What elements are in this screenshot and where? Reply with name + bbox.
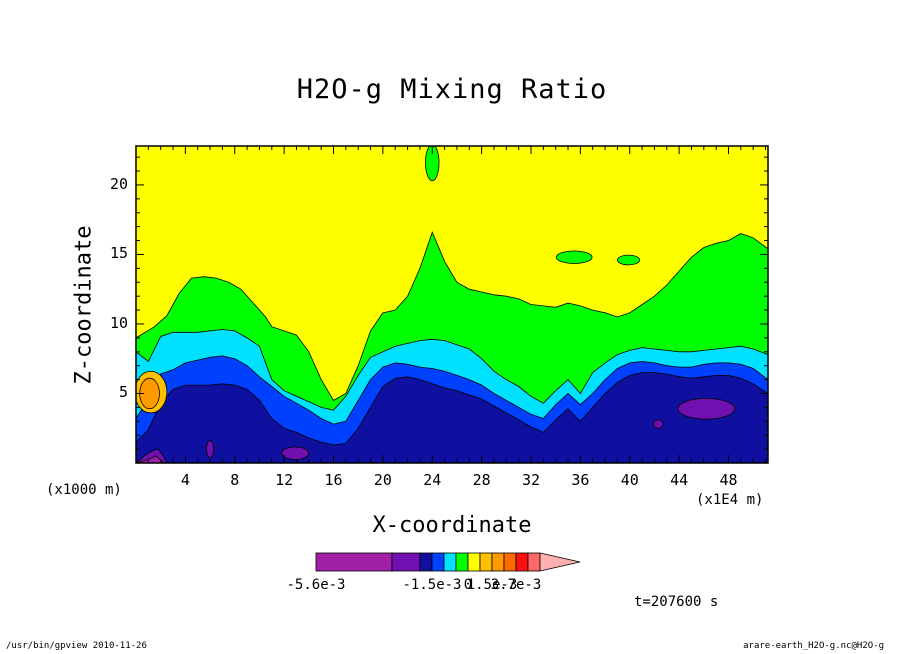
colorbar-swatch <box>479 552 493 572</box>
x-tick-label: 48 <box>719 471 738 489</box>
purple-patch-14 <box>281 446 310 460</box>
purple-dot-east <box>652 419 664 429</box>
green-blob-40 <box>617 254 641 266</box>
colorbar-swatch <box>467 552 481 572</box>
footer-program: /usr/bin/gpview 2010-11-26 <box>6 641 147 651</box>
y-tick-label: 5 <box>118 383 128 402</box>
plot-frame <box>135 145 769 464</box>
x-scale-label: (x1E4 m) <box>696 492 764 508</box>
x-tick-label: 8 <box>230 471 240 489</box>
upper-green-patch <box>425 146 440 182</box>
time-label: t=207600 s <box>634 594 719 610</box>
y-tick-label: 20 <box>109 174 128 193</box>
band-navy <box>136 372 768 463</box>
purple-patch-6 <box>205 440 215 458</box>
x-tick-label: 40 <box>620 471 639 489</box>
colorbar-swatch <box>527 552 541 572</box>
x-tick-label: 12 <box>275 471 294 489</box>
colorbar-label: 0 <box>463 577 473 593</box>
y-tick-label: 10 <box>109 313 128 332</box>
colorbar-swatch <box>491 552 505 572</box>
x-tick-label: 44 <box>670 471 689 489</box>
purple-core-east <box>677 397 736 420</box>
x-tick-label: 28 <box>472 471 491 489</box>
contour-fills <box>136 146 768 463</box>
colorbar-label: 3.7e-3 <box>490 577 542 593</box>
chart-title: H2O-g Mixing Ratio <box>296 74 608 105</box>
colorbar-swatch <box>443 552 457 572</box>
colorbar-swatch <box>315 552 393 572</box>
x-tick-label: 32 <box>521 471 541 489</box>
x-tick-label: 20 <box>373 471 392 489</box>
x-tick-label: 4 <box>180 471 190 489</box>
colorbar-label: -5.6e-3 <box>286 577 346 593</box>
colorbar-swatch <box>455 552 469 572</box>
colorbar-swatch <box>515 552 529 572</box>
green-blob-35 <box>555 250 593 264</box>
colorbar-swatch <box>391 552 421 572</box>
footer-source: arare-earth_H2O-g.nc@H2O-g <box>743 641 884 651</box>
x-tick-label: 24 <box>423 471 442 489</box>
colorbar-label: -1.5e-3 <box>402 577 462 593</box>
x-tick-label: 36 <box>571 471 590 489</box>
colorbar-swatch <box>419 552 433 572</box>
x-axis-label: X-coordinate <box>372 513 532 538</box>
colorbar-label: 1.5e-3 <box>466 577 518 593</box>
y-tick-label: 15 <box>109 244 128 263</box>
axis-ticks <box>136 146 768 463</box>
colorbar-swatch <box>503 552 517 572</box>
colorbar <box>315 552 581 572</box>
x-unit-label: (x1000 m) <box>46 482 122 498</box>
x-tick-label: 16 <box>324 471 343 489</box>
colorbar-swatch <box>431 552 445 572</box>
colorbar-arrow <box>539 552 581 572</box>
